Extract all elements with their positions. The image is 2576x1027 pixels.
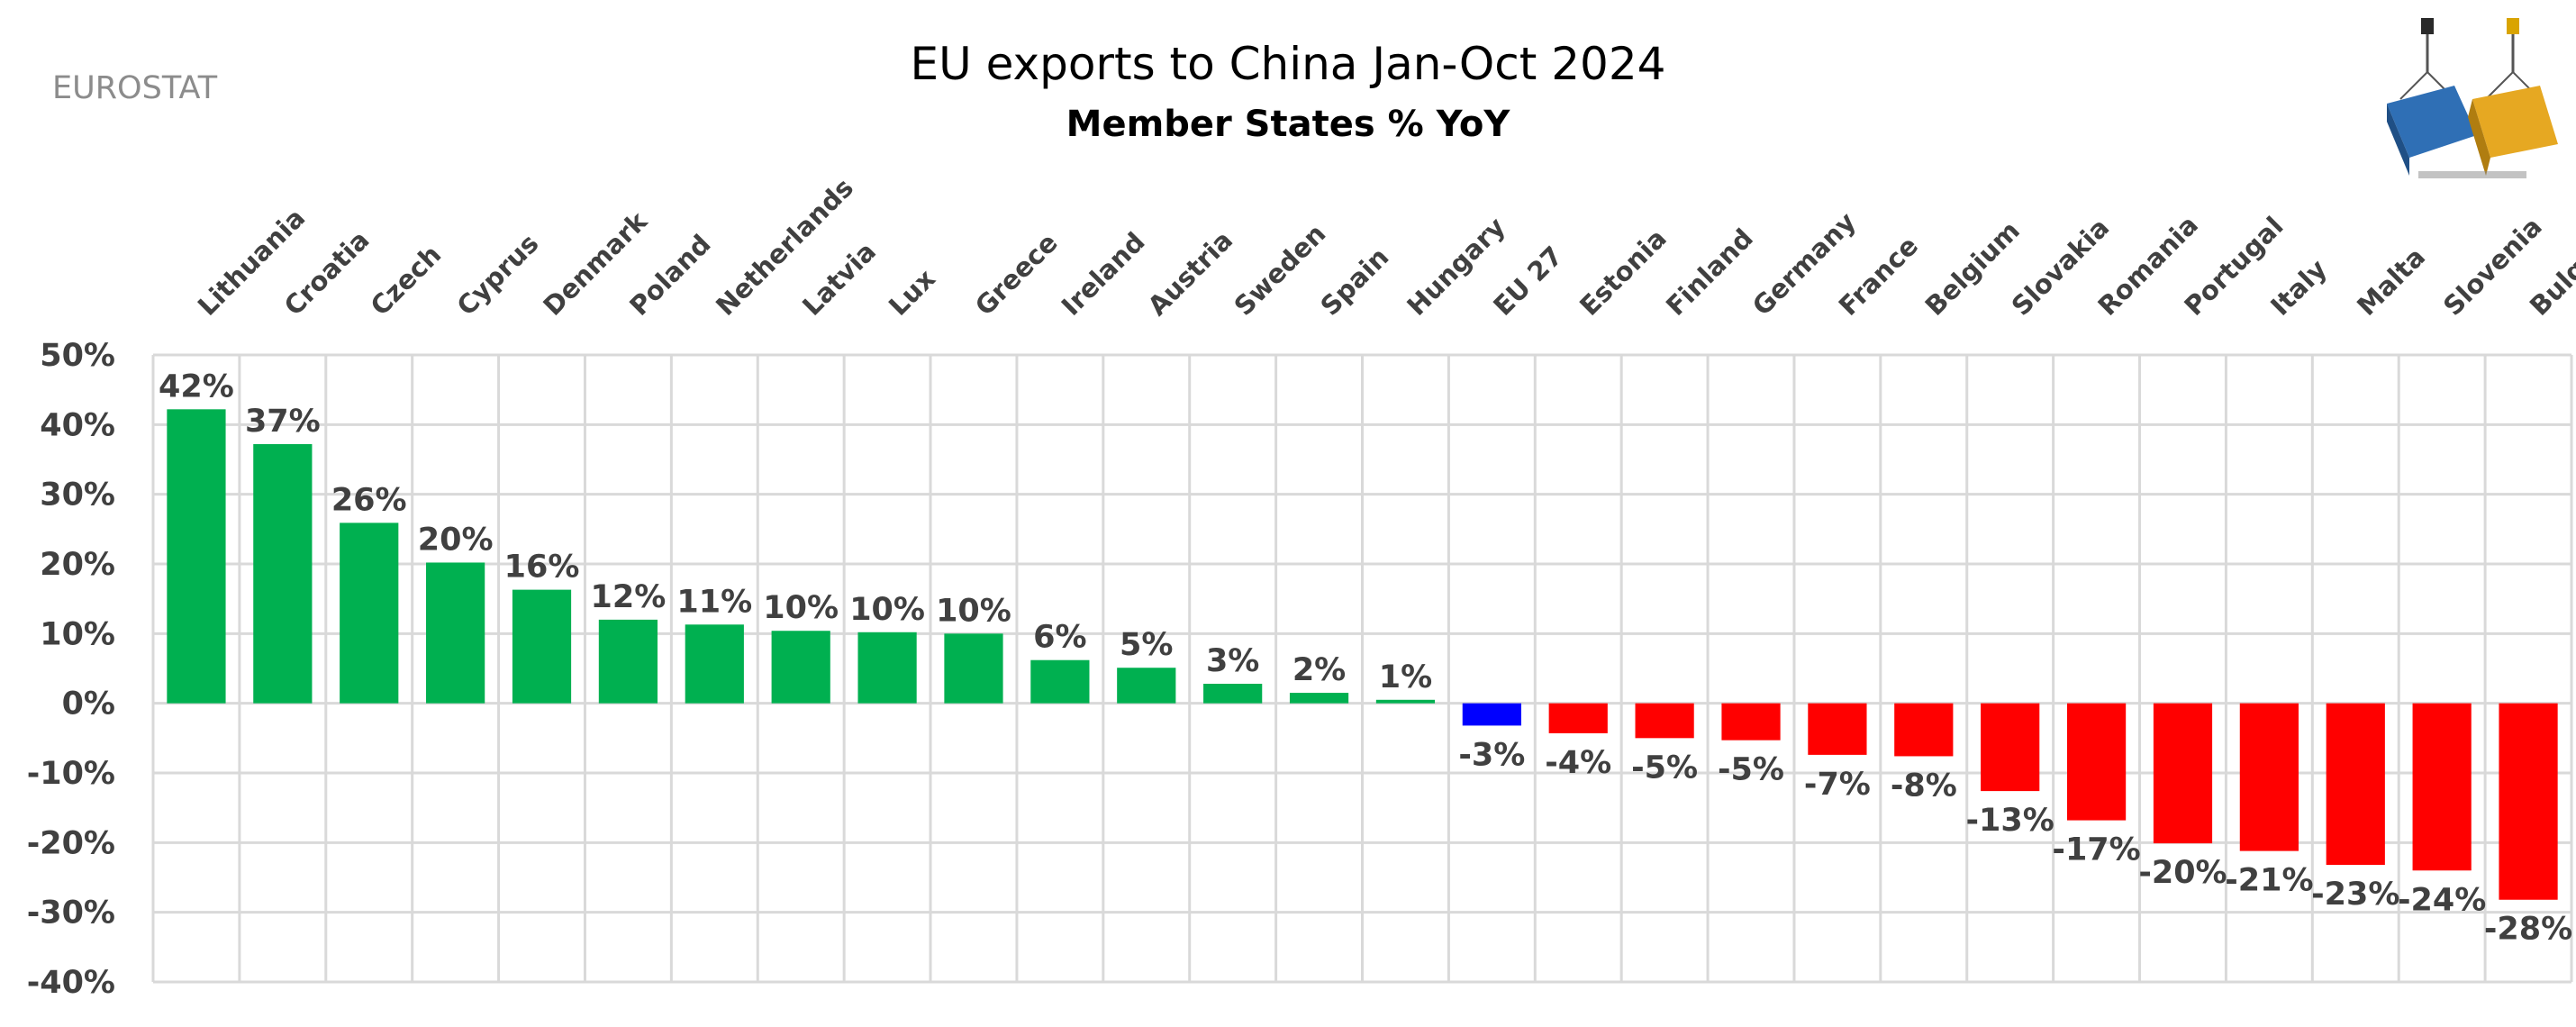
- bar-italy: [2239, 703, 2299, 851]
- y-tick-label: -10%: [27, 756, 115, 792]
- bar-romania: [2066, 703, 2127, 821]
- data-labels: 42% 37% 26% 20% 16% 12% 11% 10% 10% 10% 6% 5% 3% 2% 1%…: [159, 368, 2572, 947]
- category-label: Austria: [1142, 224, 1239, 322]
- data-label: -7%: [1804, 767, 1871, 803]
- y-tick-label: 20%: [40, 547, 115, 583]
- data-label: 12%: [591, 579, 667, 615]
- bar-austria: [1117, 668, 1176, 704]
- category-label: France: [1833, 231, 1924, 322]
- data-label: 11%: [676, 584, 752, 620]
- y-tick-label: -20%: [27, 825, 115, 861]
- y-tick-label: 40%: [40, 407, 115, 443]
- data-label: -17%: [2052, 832, 2140, 868]
- bar-estonia: [1548, 703, 1608, 733]
- category-label: Belgium: [1919, 215, 2026, 322]
- y-tick-label: 50%: [40, 338, 115, 374]
- bars: [167, 409, 2558, 900]
- data-label: 2%: [1293, 652, 1346, 688]
- bar-greece: [944, 633, 1003, 704]
- data-label: 3%: [1206, 643, 1259, 679]
- bar-cyprus: [426, 562, 485, 704]
- category-label: Latvia: [796, 236, 882, 322]
- data-label: -28%: [2484, 912, 2572, 948]
- bar-sweden: [1203, 684, 1263, 704]
- bar-latvia: [771, 631, 830, 704]
- data-label: 10%: [763, 590, 839, 626]
- data-label: -4%: [1545, 745, 1611, 781]
- grid-lines: [151, 353, 2573, 984]
- data-label: 37%: [245, 404, 321, 440]
- shipping-containers-logo: [2369, 9, 2567, 193]
- category-label: Sweden: [1229, 218, 1332, 322]
- bar-hungary: [1375, 699, 1436, 704]
- bar-portugal: [2153, 703, 2213, 844]
- y-tick-label: 10%: [40, 616, 115, 652]
- bar-netherlands: [685, 624, 744, 704]
- category-label: Malta: [2351, 241, 2431, 322]
- bar-eu-27: [1462, 703, 1521, 726]
- data-label: 42%: [159, 368, 234, 404]
- bar-ireland: [1030, 659, 1090, 704]
- category-label: Greece: [969, 227, 1064, 322]
- category-label: Cyprus: [451, 228, 545, 322]
- data-label: -13%: [1966, 803, 2054, 839]
- data-label: -5%: [1631, 750, 1698, 786]
- data-label: -23%: [2311, 877, 2399, 913]
- category-label: Ireland: [1056, 226, 1151, 322]
- bar-lux: [857, 632, 917, 704]
- data-label: -8%: [1891, 768, 1957, 804]
- chart-subtitle: Member States % YoY: [1066, 104, 1510, 145]
- bar-poland: [598, 619, 658, 704]
- bar-czech: [340, 523, 399, 704]
- bar-spain: [1289, 693, 1349, 704]
- data-label: 10%: [936, 593, 1011, 629]
- data-label: -3%: [1458, 737, 1525, 773]
- y-tick-label: 0%: [62, 686, 115, 723]
- bar-lithuania: [167, 409, 226, 704]
- data-label: 10%: [849, 592, 925, 628]
- bar-slovakia: [1981, 703, 2040, 792]
- category-label: Spain: [1314, 241, 1394, 322]
- data-label: -5%: [1718, 752, 1784, 788]
- category-label: EU 27: [1487, 241, 1568, 322]
- data-label: -24%: [2398, 882, 2486, 918]
- y-tick-label: -30%: [27, 895, 115, 932]
- bar-finland: [1635, 703, 1694, 739]
- data-label: -20%: [2138, 855, 2227, 891]
- bar-denmark: [512, 589, 572, 704]
- data-label: 6%: [1033, 620, 1086, 656]
- data-label: 1%: [1379, 659, 1432, 695]
- category-label: Italy: [2264, 253, 2333, 322]
- chart-title: EU exports to China Jan-Oct 2024: [910, 38, 1666, 90]
- y-tick-label: 30%: [40, 477, 115, 514]
- category-label: Lux: [883, 263, 941, 322]
- bar-germany: [1721, 703, 1781, 741]
- data-label: 5%: [1120, 627, 1173, 663]
- y-axis-tick-labels: 50% 40% 30% 20% 10% 0% -10% -20% -30% -40%: [27, 338, 115, 1001]
- bar-malta: [2326, 703, 2385, 866]
- category-label: Finland: [1660, 223, 1759, 322]
- category-label: Czech: [365, 239, 448, 322]
- source-label: EUROSTAT: [52, 70, 218, 106]
- y-tick-label: -40%: [27, 965, 115, 1001]
- bar-croatia: [253, 443, 313, 704]
- data-label: 26%: [331, 482, 407, 518]
- bar-france: [1808, 703, 1867, 755]
- data-label: 16%: [504, 550, 580, 586]
- bar-belgium: [1894, 703, 1954, 757]
- data-label: 20%: [418, 522, 494, 558]
- category-label: Estonia: [1574, 223, 1673, 322]
- data-label: -21%: [2225, 863, 2313, 899]
- bar-bulgaria: [2499, 703, 2558, 900]
- bar-slovenia: [2412, 703, 2472, 871]
